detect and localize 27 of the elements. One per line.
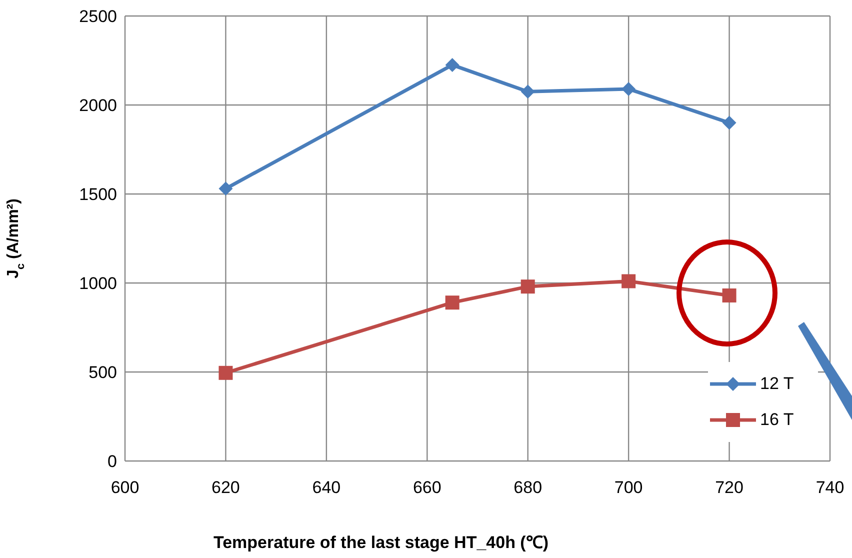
x-tick-label: 640 <box>312 478 341 498</box>
point <box>520 84 535 99</box>
point <box>722 116 736 130</box>
legend-label: 12 T <box>760 374 794 394</box>
x-tick-label: 660 <box>412 478 442 498</box>
point <box>218 366 233 380</box>
x-tick-label: 600 <box>110 478 140 498</box>
x-tick-label: 680 <box>514 478 542 498</box>
y-tick-label: 2000 <box>79 96 117 116</box>
point <box>622 274 636 288</box>
x-tick-label: 700 <box>614 478 643 498</box>
point <box>445 296 460 310</box>
y-tick-label: 1000 <box>79 274 117 294</box>
y-tick-label: 1500 <box>79 185 117 204</box>
point <box>218 182 233 196</box>
y-tick-label: 500 <box>88 363 117 382</box>
x-tick-label: 620 <box>212 478 240 498</box>
x-tick-label: 740 <box>816 478 844 498</box>
x-tick-label: 720 <box>715 478 744 498</box>
point <box>722 288 736 302</box>
legend-label: 16 T <box>760 410 794 430</box>
x-axis-title: Temperature of the last stage HT_40h (℃) <box>212 532 550 553</box>
y-tick-label: 0 <box>108 452 117 472</box>
y-tick-label: 2500 <box>79 7 117 26</box>
point <box>622 82 636 96</box>
point <box>520 280 535 294</box>
point <box>445 58 460 72</box>
